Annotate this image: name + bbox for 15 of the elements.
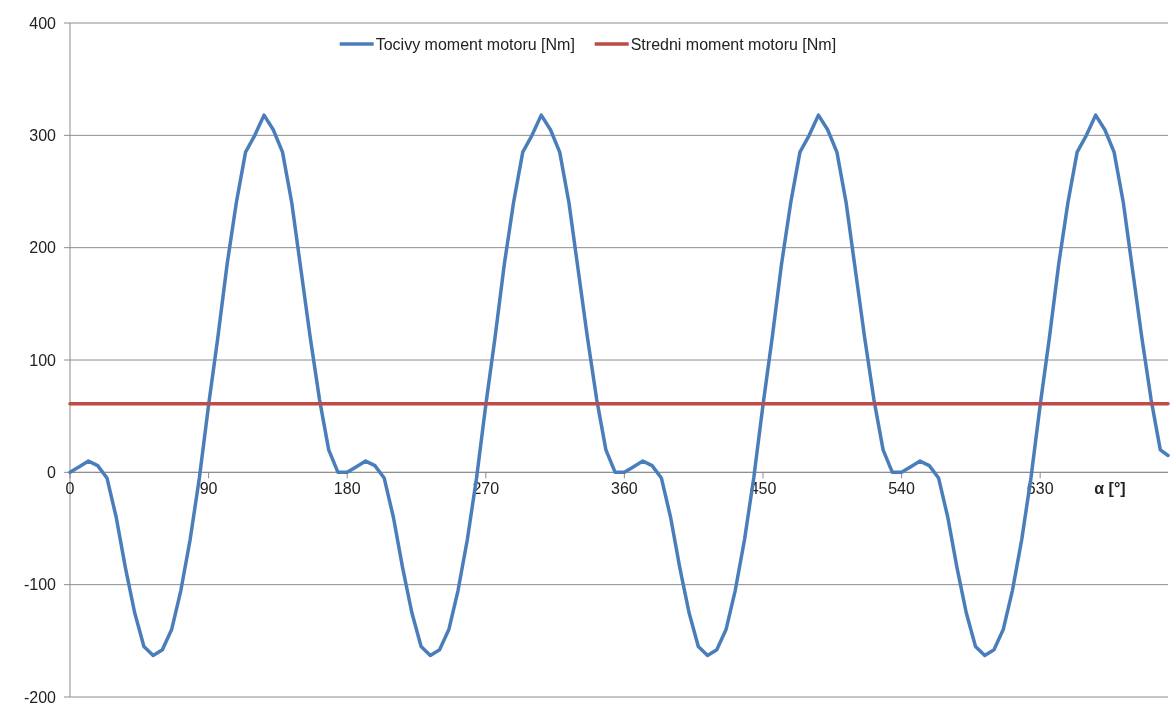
legend-label: Stredni moment motoru [Nm]	[630, 35, 837, 53]
x-tick-label: 540	[888, 480, 916, 498]
y-tick-label: 0	[47, 463, 57, 481]
x-tick-label: 180	[333, 480, 361, 498]
x-axis-title: α [°]	[1094, 480, 1126, 498]
y-tick-label: -100	[23, 576, 57, 594]
y-tick-label: 200	[29, 239, 57, 257]
legend-label: Tocivy moment motoru [Nm]	[375, 35, 575, 53]
y-tick-label: 300	[29, 126, 57, 144]
x-tick-label: 360	[611, 480, 638, 498]
x-tick-label: 0	[65, 480, 75, 498]
x-tick-label: 90	[199, 480, 218, 498]
y-tick-label: -200	[23, 688, 57, 705]
y-tick-label: 400	[29, 14, 57, 32]
y-tick-label: 100	[29, 351, 57, 369]
